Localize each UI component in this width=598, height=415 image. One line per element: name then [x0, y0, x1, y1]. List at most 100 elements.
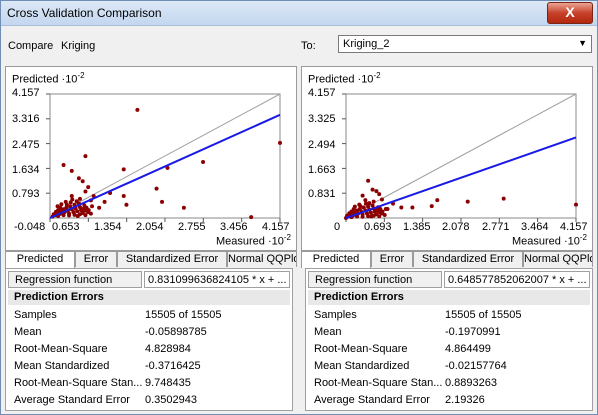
data-point: [361, 205, 366, 210]
x-tick-label: 4.157: [262, 221, 290, 233]
data-point: [377, 192, 382, 197]
tab-standardized-error[interactable]: Standardized Error: [413, 251, 523, 267]
data-point: [121, 193, 126, 198]
data-point: [75, 213, 80, 218]
data-point: [363, 198, 368, 203]
x-tick-label: 2.755: [178, 221, 206, 233]
window-title: Cross Validation Comparison: [7, 6, 162, 20]
close-button[interactable]: X: [547, 2, 593, 24]
data-point: [63, 199, 68, 204]
left-scatter-plot[interactable]: [6, 67, 298, 252]
x-tick-label: 1.354: [94, 221, 122, 233]
data-point: [72, 212, 77, 217]
right-tab-strip: Predicted Error Standardized Error Norma…: [301, 251, 593, 268]
data-point: [83, 189, 88, 194]
stats-row: Mean Standardized -0.02157764: [314, 360, 507, 372]
title-bar[interactable]: Cross Validation Comparison X: [1, 1, 597, 26]
data-point: [69, 168, 74, 173]
stats-row: Average Standard Error 0.3502943: [14, 394, 197, 406]
data-point: [374, 208, 379, 213]
stats-row: Root-Mean-Square Stan... 9.748435: [14, 377, 191, 389]
x-tick-label: -0.048: [14, 221, 46, 233]
regression-value[interactable]: 0.831099636824105 * x + ...: [144, 271, 290, 288]
x-tick-label: 3.456: [220, 221, 248, 233]
tab-predicted[interactable]: Predicted: [301, 251, 371, 268]
left-x-title: Measured ·10-2: [216, 233, 291, 248]
data-point: [278, 140, 282, 145]
tab-standardized-error[interactable]: Standardized Error: [117, 251, 227, 267]
data-point: [410, 205, 415, 210]
data-point: [366, 214, 371, 219]
left-tab-strip: Predicted Error Standardized Error Norma…: [5, 251, 297, 268]
regression-line: [345, 136, 577, 219]
compare-label: Compare: [8, 40, 54, 52]
stats-row: Root-Mean-Square Stan... 0.8893263: [314, 377, 497, 389]
x-tick-label: 0.653: [52, 221, 80, 233]
data-point: [97, 205, 102, 210]
x-tick-label: 2.771: [482, 221, 510, 233]
data-point: [369, 214, 374, 219]
compare-value: Kriging: [61, 40, 96, 52]
y-tick-label: 3.316: [12, 113, 40, 125]
data-point: [61, 213, 66, 218]
data-point: [80, 179, 85, 184]
regression-value[interactable]: 0.648577852062007 * x + ...: [444, 271, 590, 288]
x-tick-label: 3.464: [521, 221, 549, 233]
data-point: [201, 160, 206, 165]
data-point: [574, 202, 578, 207]
data-point: [357, 207, 362, 212]
data-point: [379, 197, 384, 202]
data-point: [70, 197, 75, 202]
right-y-title: Predicted ·10-2: [308, 71, 381, 86]
regression-line: [49, 113, 281, 219]
tab-error[interactable]: Error: [371, 251, 413, 267]
stats-row: Mean -0.1970991: [314, 326, 501, 338]
right-scatter-plot[interactable]: [302, 67, 594, 252]
x-tick-label: 2.078: [442, 221, 470, 233]
stats-row: Average Standard Error 2.19326: [314, 394, 485, 406]
y-tick-label: 3.325: [308, 113, 336, 125]
tab-error[interactable]: Error: [75, 251, 117, 267]
to-dropdown-value: Kriging_2: [343, 38, 390, 50]
regression-label: Regression function: [8, 271, 142, 288]
data-point: [68, 204, 73, 209]
data-point: [367, 201, 372, 206]
data-point: [90, 204, 95, 209]
data-point: [435, 198, 440, 203]
x-tick-label: 4.157: [560, 221, 588, 233]
data-point: [366, 178, 371, 183]
stats-row: Root-Mean-Square 4.864499: [314, 343, 491, 355]
data-point: [121, 167, 126, 172]
close-icon: X: [565, 4, 575, 20]
to-label: To:: [301, 40, 316, 52]
y-tick-label: 1.663: [308, 164, 336, 176]
chevron-down-icon[interactable]: ▼: [578, 38, 587, 48]
regression-row: Regression function 0.831099636824105 * …: [8, 271, 290, 289]
data-point: [86, 185, 91, 190]
data-point: [380, 209, 385, 214]
data-point: [370, 187, 375, 192]
right-stats-grid[interactable]: Regression function 0.648577852062007 * …: [305, 268, 593, 411]
y-tick-label: 0.831: [308, 188, 336, 200]
data-point: [81, 206, 86, 211]
y-tick-label: 1.634: [12, 164, 40, 176]
data-point: [124, 202, 129, 207]
stats-row: Samples 15505 of 15505: [314, 309, 522, 321]
data-point: [357, 202, 362, 207]
x-tick-label: 0.693: [364, 221, 392, 233]
data-point: [83, 213, 88, 218]
tab-predicted[interactable]: Predicted: [5, 251, 75, 268]
data-point: [377, 214, 382, 219]
to-dropdown[interactable]: Kriging_2 ▼: [338, 35, 592, 53]
data-point: [368, 210, 373, 215]
tab-normal-qqplot[interactable]: Normal QQPlo: [227, 251, 297, 267]
data-point: [86, 208, 91, 213]
tab-normal-qqplot[interactable]: Normal QQPlo: [523, 251, 593, 267]
data-point: [83, 154, 88, 159]
data-point: [68, 200, 73, 205]
x-tick-label: 0: [334, 221, 341, 233]
data-point: [374, 189, 379, 194]
reference-line: [345, 93, 577, 219]
data-point: [154, 186, 159, 191]
left-stats-grid[interactable]: Regression function 0.831099636824105 * …: [5, 268, 293, 411]
